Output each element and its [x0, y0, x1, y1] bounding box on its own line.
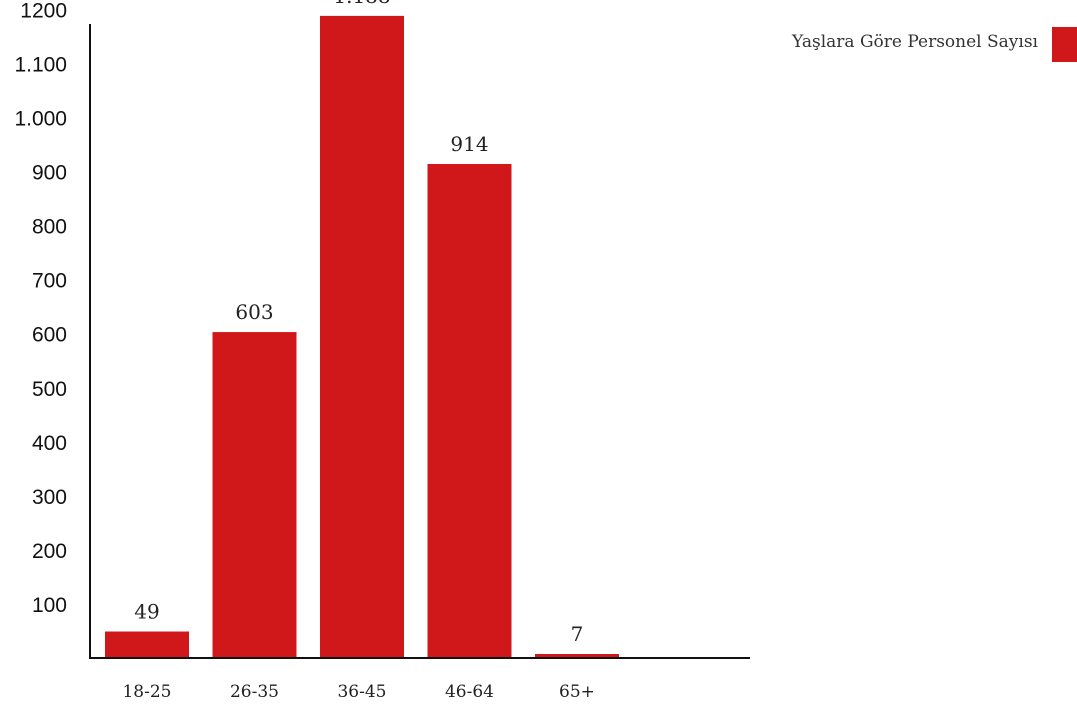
y-tick-label: 300 — [32, 486, 67, 509]
data-label-18-25: 49 — [134, 600, 159, 624]
bar-26-35 — [212, 332, 297, 658]
y-tick-label: 1.000 — [14, 108, 67, 131]
bar-46-64 — [427, 163, 512, 658]
bar-36-45 — [320, 15, 404, 659]
y-tick-label: 500 — [32, 378, 67, 401]
legend-swatch — [1052, 27, 1077, 62]
y-tick-label: 900 — [32, 162, 67, 185]
legend-label: Yaşlara Göre Personel Sayısı — [791, 32, 1039, 52]
y-tick-label: 100 — [32, 594, 67, 617]
data-label-65+: 7 — [571, 622, 584, 646]
x-tick-label: 36-45 — [337, 682, 386, 702]
x-tick-label: 65+ — [559, 682, 595, 702]
y-tick-label: 1200 — [20, 0, 67, 22]
y-axis-ticks: 100 200 300 400 500 600 700 800 900 1.000 1.100 120… — [14, 0, 67, 617]
y-tick-label: 700 — [32, 270, 67, 293]
legend: Yaşlara Göre Personel Sayısı — [791, 27, 1077, 62]
data-label-36-45: 1.188 — [333, 0, 390, 8]
bar-65+ — [535, 654, 619, 658]
x-tick-label: 18-25 — [122, 682, 171, 702]
x-axis-ticks: 18-25 26-35 36-45 46-64 65+ — [122, 682, 594, 702]
data-label-26-35: 603 — [235, 300, 273, 324]
y-tick-label: 800 — [32, 216, 67, 239]
y-tick-label: 1.100 — [14, 53, 67, 76]
x-tick-label: 26-35 — [230, 682, 279, 702]
bars — [105, 15, 619, 659]
y-tick-label: 600 — [32, 324, 67, 347]
y-tick-label: 400 — [32, 432, 67, 455]
y-tick-label: 200 — [32, 540, 67, 563]
bar-18-25 — [105, 631, 189, 658]
data-label-46-64: 914 — [450, 132, 488, 156]
x-tick-label: 46-64 — [445, 682, 494, 702]
data-labels: 49 603 1.188 914 7 — [134, 0, 583, 646]
